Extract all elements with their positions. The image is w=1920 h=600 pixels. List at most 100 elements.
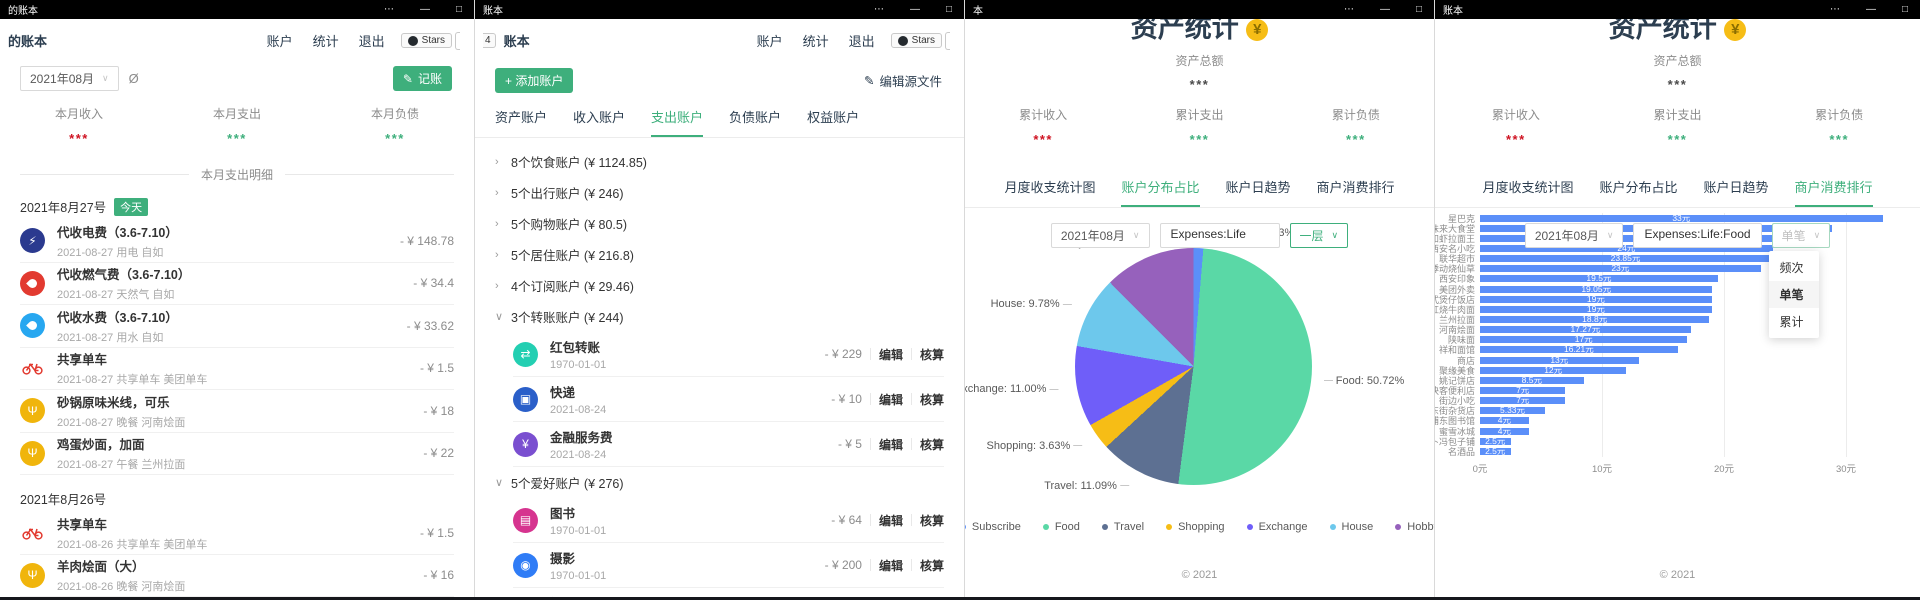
nav-accounts-link[interactable]: 账户	[756, 34, 783, 49]
settle-link[interactable]: 核算	[919, 513, 944, 528]
account-group-row[interactable]: › 8个饮食账户 (¥ 1124.85)	[475, 146, 964, 177]
bar[interactable]: 13元	[1480, 355, 1639, 364]
bar[interactable]: 19.5元	[1480, 274, 1718, 283]
bar[interactable]: 23.85元	[1480, 254, 1771, 262]
bar[interactable]: 24元	[1480, 244, 1773, 252]
list-item[interactable]: Ψ 砂锅原味米线，可乐 2021-08-27 晚餐 河南烩面 - ¥ 18	[20, 390, 454, 433]
list-item[interactable]: ⇄ 红包转账 1970-01-01 - ¥ 229 编辑 核算	[513, 332, 944, 377]
account-group-row[interactable]: › 5个居住账户 (¥ 216.8)	[475, 239, 964, 270]
bar[interactable]: 4元	[1480, 426, 1529, 435]
legend-item-exchange[interactable]: Exchange	[1246, 521, 1308, 533]
nav-logout-link[interactable]: 退出	[848, 34, 875, 49]
bar[interactable]: 19元	[1480, 305, 1712, 313]
list-item[interactable]: ▤ 图书 1970-01-01 - ¥ 64 编辑 核算	[513, 498, 944, 543]
window-titlebar[interactable]: 的账本 ⋯ — □	[0, 0, 474, 19]
bar[interactable]: 16.21元	[1480, 345, 1678, 354]
legend-item-travel[interactable]: Travel	[1101, 521, 1144, 533]
tab-account-type-4[interactable]: 权益账户	[807, 110, 860, 125]
tab-stats-2[interactable]: 账户日趋势	[1703, 180, 1769, 195]
nav-stats-link[interactable]: 统计	[802, 34, 829, 49]
edit-link[interactable]: 编辑	[878, 392, 903, 407]
window-titlebar[interactable]: 账本 ⋯ — □	[1435, 0, 1920, 19]
settle-link[interactable]: 核算	[919, 558, 944, 573]
list-item[interactable]: 代收水费（3.6-7.10） 2021-08-27 用水 自如 - ¥ 33.62	[20, 305, 454, 348]
month-select[interactable]: 2021年08月 ∨	[20, 66, 119, 91]
minimize-icon[interactable]: —	[1865, 4, 1876, 15]
bar[interactable]: 4元	[1480, 416, 1529, 425]
legend-item-hobby[interactable]: Hobby	[1395, 521, 1434, 533]
tab-stats-1[interactable]: 账户分布占比	[1121, 177, 1200, 207]
minimize-icon[interactable]: —	[1379, 4, 1390, 15]
account-group-row[interactable]: ∨ 3个转账账户 (¥ 244)	[475, 301, 964, 332]
nav-logout-link[interactable]: 退出	[358, 34, 385, 49]
level-select[interactable]: 一层 ∨	[1289, 223, 1349, 248]
tab-stats-2[interactable]: 账户日趋势	[1225, 180, 1291, 195]
bar[interactable]: 19.05元	[1480, 284, 1713, 293]
edit-link[interactable]: 编辑	[878, 558, 903, 573]
tab-account-type-0[interactable]: 资产账户	[495, 110, 548, 125]
tab-stats-0[interactable]: 月度收支统计图	[1004, 180, 1096, 195]
tab-stats-3[interactable]: 商户消费排行	[1316, 180, 1395, 195]
tab-account-type-2[interactable]: 支出账户	[651, 107, 704, 137]
maximize-icon[interactable]: □	[1901, 4, 1908, 15]
list-item[interactable]: Ψ 鸡蛋炒面，加面 2021-08-27 午餐 兰州拉面 - ¥ 22	[20, 433, 454, 475]
list-item[interactable]: ▬门票1970-01-01编辑核算	[513, 588, 944, 600]
settle-link[interactable]: 核算	[919, 347, 944, 362]
bar[interactable]: 19元	[1480, 294, 1712, 303]
account-filter-input[interactable]: Expenses:Life	[1159, 223, 1280, 248]
minimize-icon[interactable]: —	[909, 4, 920, 15]
bar[interactable]: 5.33元	[1480, 406, 1546, 414]
menu-dots-icon[interactable]: ⋯	[1343, 4, 1354, 15]
tab-stats-0[interactable]: 月度收支统计图	[1482, 180, 1574, 195]
menu-dots-icon[interactable]: ⋯	[383, 4, 394, 15]
mode-select[interactable]: 单笔 ∨ 频次 单笔 累计	[1768, 223, 1831, 338]
edit-link[interactable]: 编辑	[878, 513, 903, 528]
pie-chart[interactable]	[1075, 248, 1312, 485]
github-stars-badge[interactable]: Stars	[400, 33, 452, 48]
window-titlebar[interactable]: 本 ⋯ — □	[965, 0, 1434, 19]
bar[interactable]: 17元	[1480, 335, 1688, 344]
legend-item-subscribe[interactable]: Subscribe	[965, 521, 1021, 533]
edit-source-link[interactable]: ✎ 编辑源文件	[864, 71, 942, 90]
bar[interactable]: 2.5元	[1480, 436, 1511, 445]
bar[interactable]: 2.5元	[1480, 447, 1511, 455]
month-select[interactable]: 2021年08月 ∨	[1050, 223, 1150, 248]
account-filter-input[interactable]: Expenses:Life:Food	[1633, 223, 1762, 248]
bar[interactable]: 7元	[1480, 396, 1566, 404]
github-stars-badge[interactable]: Stars	[890, 33, 942, 48]
account-group-row[interactable]: › 4个订阅账户 (¥ 29.46)	[475, 270, 964, 301]
month-select[interactable]: 2021年08月 ∨	[1524, 223, 1624, 248]
nav-accounts-link[interactable]: 账户	[266, 34, 293, 49]
tab-stats-1[interactable]: 账户分布占比	[1599, 180, 1678, 195]
tab-stats-3[interactable]: 商户消费排行	[1794, 177, 1873, 207]
settle-link[interactable]: 核算	[919, 392, 944, 407]
dropdown-option-0[interactable]: 频次	[1779, 261, 1804, 275]
maximize-icon[interactable]: □	[945, 4, 952, 15]
bar[interactable]: 8.5元	[1480, 376, 1584, 384]
minimize-icon[interactable]: —	[419, 4, 430, 15]
window-titlebar[interactable]: 账本 ⋯ — □	[475, 0, 964, 19]
account-group-row[interactable]: › 5个出行账户 (¥ 246)	[475, 177, 964, 208]
legend-item-food[interactable]: Food	[1042, 521, 1080, 533]
bar[interactable]: 18.8元	[1480, 315, 1710, 323]
dropdown-option-2[interactable]: 累计	[1779, 315, 1804, 329]
nav-stats-link[interactable]: 统计	[312, 34, 339, 49]
account-group-row[interactable]: › 5个购物账户 (¥ 80.5)	[475, 208, 964, 239]
dropdown-option-1[interactable]: 单笔	[1768, 281, 1819, 308]
edit-link[interactable]: 编辑	[878, 437, 903, 452]
list-item[interactable]: ⚡ 代收电费（3.6-7.10） 2021-08-27 用电 自如 - ¥ 148.7…	[20, 220, 454, 263]
list-item[interactable]: ▣ 快递 2021-08-24 - ¥ 10 编辑 核算	[513, 377, 944, 422]
eye-off-icon[interactable]: Ø	[128, 71, 139, 86]
bar[interactable]: 33元	[1480, 213, 1883, 222]
maximize-icon[interactable]: □	[455, 4, 462, 15]
list-item[interactable]: 代收燃气费（3.6-7.10） 2021-08-27 天然气 自如 - ¥ 34.4	[20, 263, 454, 305]
list-item[interactable]: 共享单车 2021-08-27 共享单车 美团单车 - ¥ 1.5	[20, 348, 454, 390]
record-button[interactable]: ✎ 记账	[392, 66, 452, 91]
tab-account-type-1[interactable]: 收入账户	[573, 110, 626, 125]
list-item[interactable]: 共享单车 2021-08-26 共享单车 美团单车 - ¥ 1.5	[20, 512, 454, 555]
menu-dots-icon[interactable]: ⋯	[1829, 4, 1840, 15]
list-item[interactable]: Ψ 羊肉烩面（大） 2021-08-26 晚餐 河南烩面 - ¥ 16	[20, 555, 454, 597]
menu-dots-icon[interactable]: ⋯	[873, 4, 884, 15]
maximize-icon[interactable]: □	[1415, 4, 1422, 15]
list-item[interactable]: ¥ 金融服务费 2021-08-24 - ¥ 5 编辑 核算	[513, 422, 944, 467]
